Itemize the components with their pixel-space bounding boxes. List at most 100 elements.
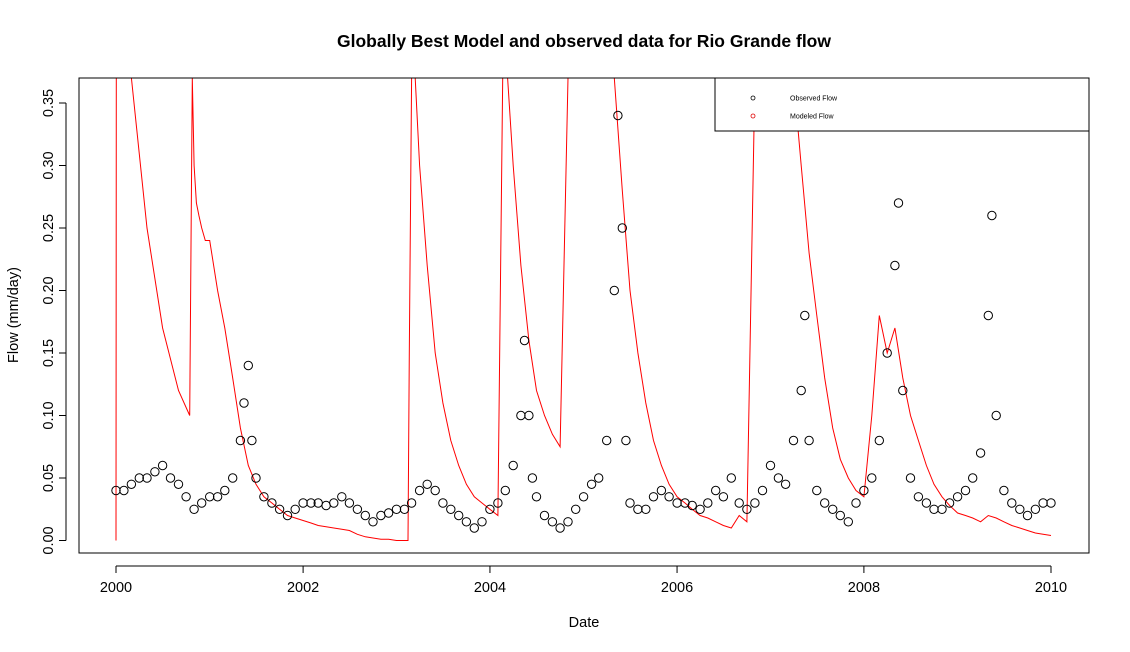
observed-point [695,504,705,514]
observed-point [742,504,752,514]
observed-point [239,398,249,408]
observed-point [243,360,254,371]
observed-point [633,504,643,514]
observed-point [773,473,784,483]
observed-point [765,460,776,471]
x-tick-label: 2004 [474,580,506,596]
observed-point [780,479,791,489]
observed-point [703,498,713,508]
observed-point [641,504,651,514]
observed-point [247,435,257,446]
observed-point [527,473,538,483]
observed-point [680,498,690,508]
legend: Observed Flow Modeled Flow [714,77,1090,132]
observed-point [274,504,285,514]
legend-modeled-label: Modeled Flow [790,114,835,121]
observed-flow-points [111,110,1056,533]
observed-point [485,504,495,514]
observed-point [937,504,947,514]
observed-point [987,210,997,221]
legend-box [714,77,1090,132]
x-axis: 2000 2002 2004 2006 2008 2010 [100,565,1067,596]
observed-point [788,435,799,446]
observed-point [905,473,916,483]
y-tick-label: 0.00 [41,526,57,554]
observed-point [944,498,955,508]
observed-point [750,498,760,508]
observed-point [500,485,510,496]
observed-point [1038,498,1048,508]
observed-point [267,498,277,508]
observed-point [197,498,207,508]
observed-point [874,435,884,446]
observed-point [329,498,339,508]
observed-point [687,500,697,511]
observed-point [337,492,347,502]
y-tick-label: 0.20 [41,276,57,304]
legend-observed-label: Observed Flow [790,96,838,103]
observed-point [812,485,822,496]
observed-point [438,498,448,508]
observed-point [672,498,682,508]
y-tick-label: 0.10 [41,401,57,429]
observed-point [547,517,558,527]
observed-point [898,385,908,396]
observed-point [306,498,316,508]
observed-point [1046,498,1056,508]
observed-point [173,479,184,489]
observed-point [1030,504,1041,514]
observed-point [843,517,853,527]
observed-point [975,448,986,458]
observed-point [621,435,631,446]
observed-point [157,460,168,471]
observed-point [290,504,300,514]
observed-point [165,473,176,483]
observed-point [469,523,479,533]
observed-point [430,485,440,496]
y-tick-label: 0.35 [41,89,57,117]
observed-point [477,517,487,527]
observed-point [205,492,215,502]
observed-point [298,498,308,508]
observed-point [921,498,932,508]
observed-point [516,410,526,421]
observed-point [804,435,814,446]
observed-point [493,498,503,508]
observed-point [796,385,806,396]
observed-point [446,504,456,514]
observed-point [142,473,152,483]
observed-point [461,517,472,527]
observed-point [454,510,464,521]
observed-point [893,198,904,208]
observed-point [1007,498,1017,508]
observed-point [422,479,432,489]
observed-point [539,510,550,521]
observed-point [983,310,993,321]
x-tick-label: 2006 [661,580,693,596]
observed-point [613,110,623,121]
observed-point [376,510,386,521]
observed-point [1015,504,1025,514]
x-tick-label: 2008 [848,580,880,596]
observed-point [718,492,729,502]
observed-point [406,498,417,508]
observed-point [882,348,892,358]
observed-point [617,223,627,233]
y-axis: 0.00 0.05 0.10 0.15 0.20 0.25 0.30 0.35 [41,89,67,555]
observed-point [571,504,581,514]
observed-point [391,504,402,514]
observed-point [259,492,269,502]
observed-point [220,485,230,496]
observed-point [235,435,246,446]
observed-point [726,473,736,483]
y-tick-label: 0.25 [41,214,57,242]
observed-point [913,492,924,502]
y-tick-label: 0.30 [41,151,57,179]
observed-point [352,504,363,514]
observed-point [656,485,667,496]
observed-point [563,517,573,527]
modeled-flow-line [115,78,1052,541]
observed-point [960,485,971,496]
observed-point [282,510,293,521]
